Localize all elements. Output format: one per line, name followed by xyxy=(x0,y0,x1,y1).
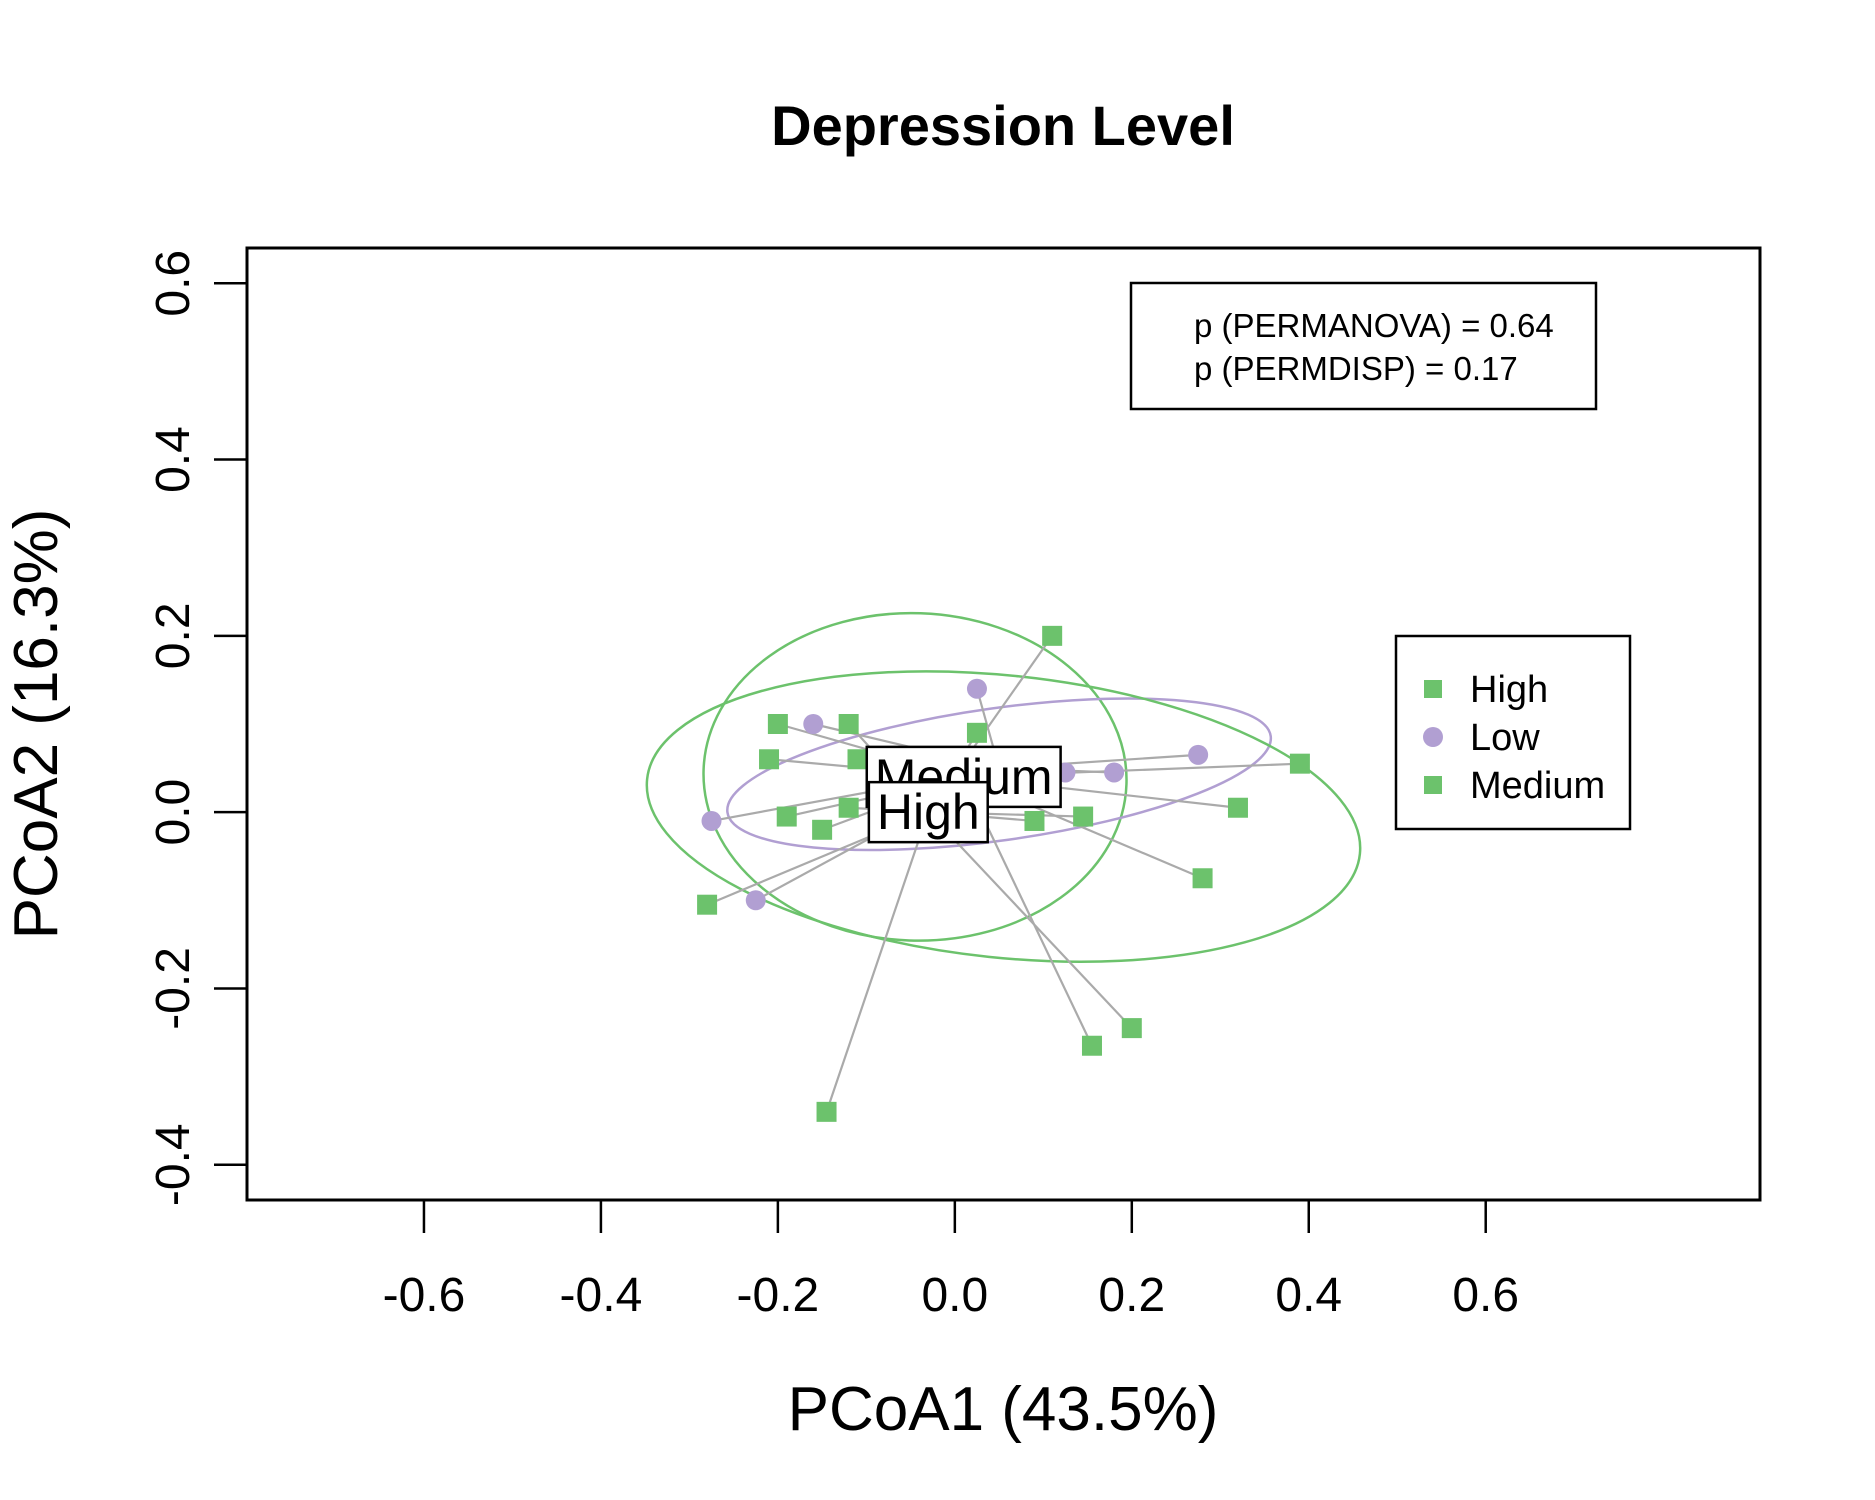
y-tick-label: 0.6 xyxy=(147,250,200,317)
point-medium-3 xyxy=(1289,753,1310,774)
chart-title: Depression Level xyxy=(771,94,1235,157)
point-medium-1 xyxy=(767,714,788,734)
y-tick-label: -0.2 xyxy=(147,947,200,1030)
centroid-label-box-high xyxy=(867,780,989,844)
point-high-6 xyxy=(1024,810,1045,831)
x-tick-label: -0.4 xyxy=(560,1269,643,1322)
point-high-10 xyxy=(816,1101,837,1122)
stats-box-frame xyxy=(1129,281,1598,411)
centroid-label-text-high: High xyxy=(877,784,980,840)
point-medium-6 xyxy=(812,819,833,840)
legend-items: High Low Medium xyxy=(1423,669,1605,807)
point-high-2 xyxy=(838,714,859,734)
point-low-2 xyxy=(803,714,824,734)
stats-permanova: p (PERMANOVA) = 0.64 xyxy=(1194,307,1554,344)
x-tick-label: 0.0 xyxy=(921,1269,988,1322)
point-high-5 xyxy=(838,797,859,818)
point-medium-7 xyxy=(1192,868,1213,889)
legend-marker-medium xyxy=(1424,776,1442,794)
point-high-8 xyxy=(697,894,718,915)
x-axis-label: PCoA1 (43.5%) xyxy=(788,1375,1219,1444)
group-ellipses xyxy=(645,611,1362,963)
point-medium-4 xyxy=(1227,797,1248,818)
x-tick-label: 0.2 xyxy=(1098,1269,1165,1322)
data-points xyxy=(697,625,1310,1122)
stats-permdisp: p (PERMDISP) = 0.17 xyxy=(1194,350,1518,387)
centroid-label-high: High xyxy=(867,780,989,844)
y-tick-label: 0.0 xyxy=(147,779,200,846)
point-low-7 xyxy=(745,890,766,911)
y-axis: -0.4 -0.2 0.0 0.2 0.4 0.6 xyxy=(147,250,249,1206)
stats-box: p (PERMANOVA) = 0.64 p (PERMDISP) = 0.17 xyxy=(1129,281,1598,411)
y-tick-label: -0.4 xyxy=(147,1123,200,1206)
y-tick-label: 0.2 xyxy=(147,602,200,669)
legend-marker-low xyxy=(1423,727,1443,747)
spoke-high-10 xyxy=(825,811,930,1113)
point-high-4 xyxy=(847,749,868,770)
x-axis: -0.6 -0.4 -0.2 0.0 0.2 0.4 0.6 xyxy=(383,1198,1519,1322)
legend-label-medium: Medium xyxy=(1470,765,1605,807)
x-tick-label: -0.2 xyxy=(737,1269,820,1322)
point-high-9 xyxy=(1121,1018,1142,1039)
point-low-6 xyxy=(701,810,722,831)
x-tick-label: -0.6 xyxy=(383,1269,466,1322)
point-medium-5 xyxy=(776,806,797,827)
legend-marker-high xyxy=(1424,680,1442,698)
ellipse-medium xyxy=(645,670,1362,963)
ellipse-high xyxy=(702,611,1128,942)
point-high-3 xyxy=(966,722,987,743)
point-high-1 xyxy=(1042,625,1063,646)
point-low-4 xyxy=(1104,762,1125,783)
y-tick-label: 0.4 xyxy=(147,426,200,493)
point-high-7 xyxy=(1073,806,1094,827)
spoke-high-9 xyxy=(927,811,1133,1029)
legend-label-high: High xyxy=(1470,669,1548,711)
y-axis-label: PCoA2 (16.3%) xyxy=(2,509,71,940)
legend: High Low Medium xyxy=(1394,634,1632,831)
ellipse-low xyxy=(726,697,1273,852)
point-medium-8 xyxy=(1081,1035,1102,1056)
point-medium-2 xyxy=(759,749,780,770)
legend-label-low: Low xyxy=(1470,717,1540,759)
x-tick-label: 0.4 xyxy=(1275,1269,1342,1322)
x-tick-label: 0.6 xyxy=(1452,1269,1519,1322)
point-low-3 xyxy=(1188,744,1209,765)
point-low-1 xyxy=(966,678,987,699)
